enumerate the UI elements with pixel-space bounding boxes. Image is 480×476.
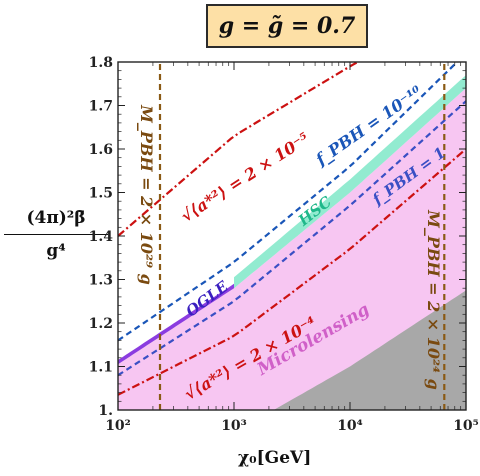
x-tick-label: 10³: [221, 418, 247, 434]
plot-area: [118, 62, 466, 410]
region-microlensing: [118, 88, 466, 410]
y-tick-label: 1.: [98, 403, 113, 419]
line-fpbh-1e-10: [118, 62, 459, 342]
annotation-mpbh-2e24: M_PBH = 2 × 10²⁴ g: [424, 209, 443, 390]
y-tick-label: 1.6: [89, 142, 113, 158]
y-tick-label: 1.2: [89, 316, 113, 332]
region-ogle: [118, 283, 234, 365]
line-fpbh-1: [118, 100, 466, 377]
x-tick-label: 10⁵: [453, 418, 479, 434]
y-axis-label-numerator: (4π)²β̄: [4, 208, 108, 235]
line-sqrt-a-2e-4: [118, 148, 466, 396]
line-sqrt-a-2e-5: [118, 62, 360, 237]
y-axis-label-denominator: g⁴: [46, 241, 66, 261]
y-tick-label: 1.4: [89, 229, 114, 245]
y-tick-label: 1.3: [89, 273, 113, 289]
x-tick-label: 10⁴: [337, 418, 363, 434]
y-tick-label: 1.1: [89, 360, 113, 376]
y-tick-label: 1.7: [89, 99, 113, 115]
annotation-mpbh-2e29: M_PBH = 2 × 10²⁹ g: [137, 104, 156, 285]
region-excluded-gray: [273, 290, 466, 410]
annotation-sqrt-a-2e-5: √⟨a*²⟩ = 2 × 10⁻⁵: [177, 129, 312, 226]
y-axis-label: (4π)²β̄ g⁴: [4, 208, 108, 261]
y-tick-label: 1.8: [89, 55, 113, 71]
y-tick-label: 1.5: [89, 186, 113, 202]
region-hsc: [234, 75, 466, 289]
chart-title: g = g̃ = 0.7: [206, 4, 368, 48]
x-tick-label: 10²: [105, 418, 131, 434]
x-axis-label: χ₀[GeV]: [238, 448, 312, 468]
